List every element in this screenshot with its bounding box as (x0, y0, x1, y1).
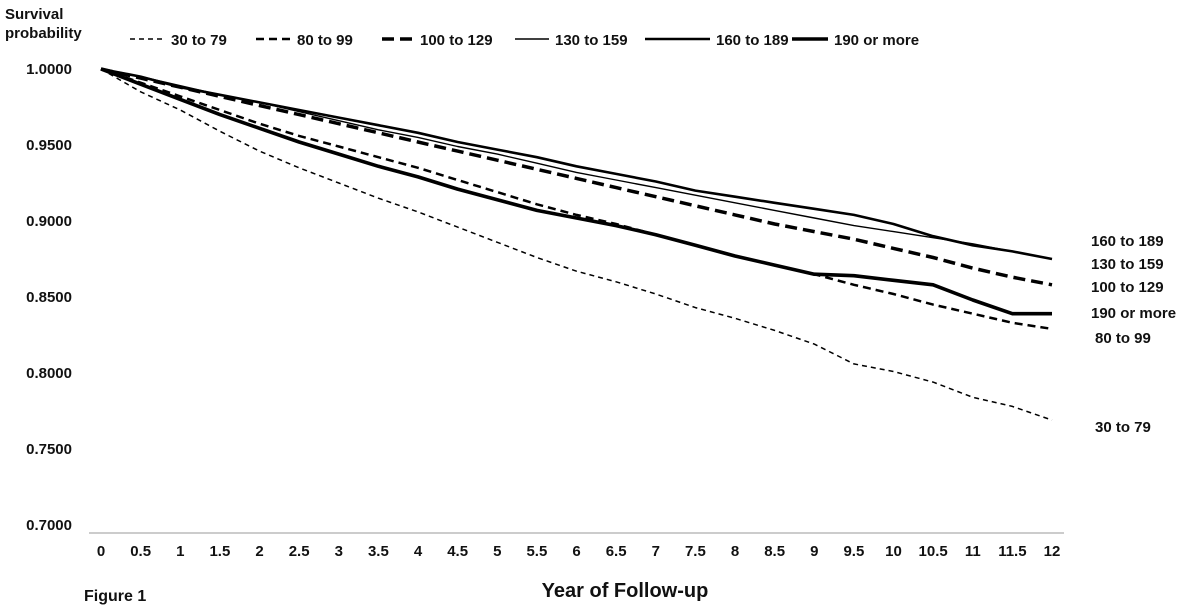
x-tick-label: 12 (1044, 543, 1061, 560)
x-tick-label: 6.5 (606, 543, 627, 560)
y-axis-label-line-2: probability (5, 25, 82, 42)
series-line-160-to-189 (100, 67, 1053, 261)
x-tick-label: 0.5 (130, 543, 151, 560)
x-tick-label: 10 (885, 543, 902, 560)
x-tick-label: 6 (572, 543, 580, 560)
series-line-190-or-more (100, 67, 1052, 316)
y-tick-label: 0.8000 (26, 365, 72, 382)
x-tick-label: 2.5 (289, 543, 310, 560)
x-tick-label: 5.5 (526, 543, 547, 560)
series-end-label: 30 to 79 (1095, 419, 1151, 436)
legend-label: 160 to 189 (716, 32, 789, 49)
x-axis-title: Year of Follow-up (542, 580, 709, 602)
series-end-label: 80 to 99 (1095, 330, 1151, 347)
legend-label: 30 to 79 (171, 32, 227, 49)
x-tick-label: 8.5 (764, 543, 785, 560)
series-line-100-to-129 (100, 67, 1053, 287)
y-tick-label: 0.8500 (26, 289, 72, 306)
x-tick-label: 3.5 (368, 543, 389, 560)
x-tick-label: 8 (731, 543, 739, 560)
x-tick-label: 11 (965, 543, 981, 560)
series-end-label: 130 to 159 (1091, 256, 1164, 273)
x-tick-label: 1 (176, 543, 184, 560)
figure-caption: Figure 1 (84, 588, 146, 605)
x-tick-label: 11.5 (998, 543, 1026, 560)
legend: 30 to 79 80 to 99 100 to 129 130 to 159 160 … (130, 32, 919, 49)
y-tick-label: 1.0000 (26, 61, 72, 78)
x-tick-label: 10.5 (919, 543, 948, 560)
legend-label: 80 to 99 (297, 32, 353, 49)
y-tick-label: 0.7000 (26, 517, 72, 534)
series-end-labels: 30 to 79 80 to 99 100 to 129 130 to 159 160 … (1091, 233, 1176, 436)
x-tick-label: 7.5 (685, 543, 706, 560)
x-tick-label: 4.5 (447, 543, 468, 560)
legend-label: 190 or more (834, 32, 919, 49)
y-axis-label: Survival probability (5, 6, 82, 42)
x-tick-label: 2 (255, 543, 263, 560)
series-end-label: 190 or more (1091, 305, 1176, 322)
y-tick-label: 0.9000 (26, 213, 72, 230)
series-end-label: 160 to 189 (1091, 233, 1164, 250)
x-tick-label: 0 (97, 543, 105, 560)
x-tick-label: 3 (335, 543, 343, 560)
x-tick-label: 1.5 (209, 543, 230, 560)
x-axis-ticks: 0 0.5 1 1.5 2 2.5 3 3.5 4 4.5 5 5.5 6 6.5 7 7.5 8 8.5 9 9.5… (97, 543, 1061, 560)
x-tick-label: 9 (810, 543, 818, 560)
series-line-30-to-79 (100, 68, 1053, 421)
series-end-label: 100 to 129 (1091, 279, 1164, 296)
series-line-80-to-99 (100, 67, 1053, 331)
series-line-130-to-159 (100, 68, 1053, 260)
y-tick-label: 0.7500 (26, 441, 72, 458)
x-tick-label: 5 (493, 543, 501, 560)
y-axis-ticks: 0.7000 0.7500 0.8000 0.8500 0.9000 0.9500 1.00… (26, 61, 72, 534)
y-axis-label-line-1: Survival (5, 6, 63, 23)
legend-label: 130 to 159 (555, 32, 628, 49)
series-lines (100, 67, 1053, 421)
x-tick-label: 9.5 (843, 543, 864, 560)
y-tick-label: 0.9500 (26, 137, 72, 154)
x-tick-label: 4 (414, 543, 423, 560)
legend-label: 100 to 129 (420, 32, 493, 49)
x-tick-label: 7 (652, 543, 660, 560)
